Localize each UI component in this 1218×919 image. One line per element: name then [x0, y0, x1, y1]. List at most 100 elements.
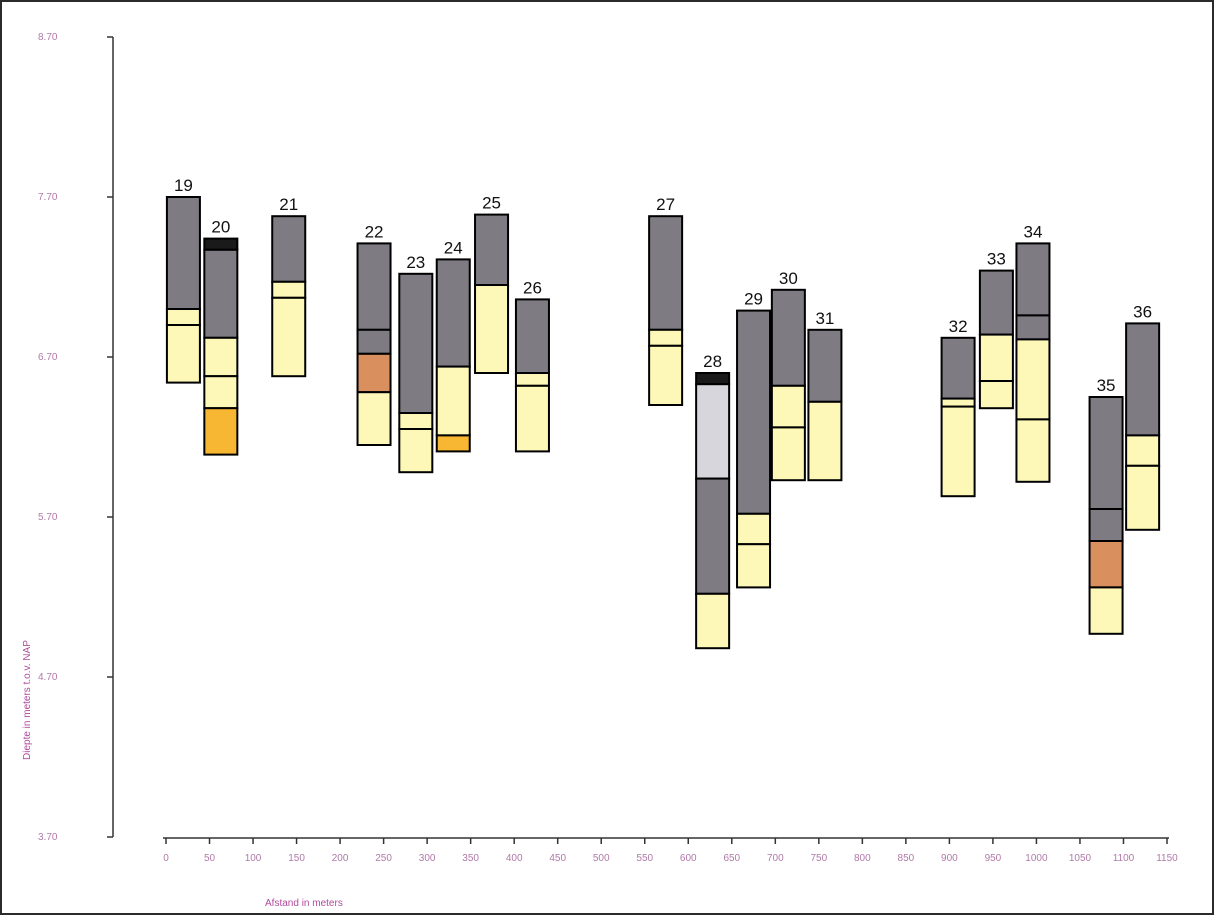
x-tick-label: 850 [898, 853, 915, 864]
core-label: 35 [1097, 376, 1116, 395]
core-label: 32 [949, 317, 968, 336]
core-layer [770, 384, 806, 429]
core-layer [435, 365, 471, 437]
core-layer [978, 380, 1014, 410]
core-label: 36 [1133, 302, 1152, 321]
core-layer [736, 309, 772, 515]
core-layer [940, 336, 976, 400]
core-label: 30 [779, 269, 798, 288]
core-layer [271, 215, 307, 283]
core-layer [165, 308, 201, 326]
core-label: 33 [987, 250, 1006, 269]
core-label: 22 [365, 222, 384, 241]
core-layer [978, 269, 1014, 336]
core-layer [770, 426, 806, 482]
core-layer [1015, 338, 1051, 421]
core-column: 31 [807, 309, 843, 482]
x-tick-label: 400 [506, 853, 523, 864]
x-tick-label: 700 [767, 853, 784, 864]
x-tick-label: 100 [245, 853, 262, 864]
core-label: 20 [211, 218, 230, 237]
core-layer [271, 296, 307, 378]
core-label: 26 [523, 278, 542, 297]
core-column: 32 [940, 317, 976, 498]
core-layer [165, 324, 201, 384]
core-layer [398, 428, 434, 474]
core-column: 35 [1088, 376, 1124, 635]
x-tick-label: 250 [375, 853, 392, 864]
core-layer [648, 215, 684, 331]
core-label: 19 [174, 176, 193, 195]
core-label: 24 [444, 238, 463, 257]
x-tick-label: 200 [332, 853, 349, 864]
core-layer [695, 383, 731, 480]
y-tick-label: 8.70 [38, 32, 58, 43]
core-layer [203, 336, 239, 378]
x-tick-label: 1100 [1113, 853, 1135, 864]
core-layer [474, 284, 510, 374]
y-tick-label: 3.70 [38, 832, 58, 843]
x-tick-label: 600 [680, 853, 697, 864]
x-tick-label: 500 [593, 853, 610, 864]
core-layer [770, 288, 806, 387]
core-label: 29 [744, 290, 763, 309]
x-tick-label: 950 [985, 853, 1002, 864]
core-column: 21 [271, 195, 307, 378]
core-label: 28 [703, 352, 722, 371]
core-layer [1015, 242, 1051, 317]
core-layer [940, 397, 976, 408]
core-column: 25 [474, 194, 510, 374]
x-tick-label: 750 [810, 853, 827, 864]
core-column: 28 [695, 352, 731, 650]
core-layer [807, 400, 843, 482]
core-column: 34 [1015, 222, 1051, 483]
x-axis-title: Afstand in meters [265, 898, 343, 909]
core-layer [398, 412, 434, 430]
core-column: 22 [356, 222, 392, 447]
x-tick-label: 350 [462, 853, 479, 864]
core-layer [1015, 418, 1051, 483]
core-layer [435, 258, 471, 368]
core-label: 34 [1023, 222, 1042, 241]
core-layer [356, 242, 392, 331]
core-layer [514, 384, 550, 453]
core-layer [978, 333, 1014, 383]
core-layer [648, 344, 684, 406]
core-layer [1125, 322, 1161, 437]
x-tick-label: 0 [163, 853, 169, 864]
x-tick-label: 550 [636, 853, 653, 864]
core-layer [1125, 464, 1161, 531]
core-layer [1088, 396, 1124, 510]
x-tick-label: 1050 [1069, 853, 1092, 864]
core-layer [1088, 540, 1124, 589]
core-layer [1088, 586, 1124, 635]
core-layer [203, 248, 239, 339]
y-axis-title: Diepte in meters t.o.v. NAP [22, 640, 33, 760]
core-layer [203, 375, 239, 410]
x-tick-label: 900 [941, 853, 958, 864]
core-label: 25 [482, 194, 501, 213]
core-column: 20 [203, 218, 239, 456]
core-layer [356, 391, 392, 447]
core-column: 36 [1125, 302, 1161, 531]
core-layer [165, 196, 201, 310]
y-tick-label: 5.70 [38, 512, 58, 523]
x-tick-label: 650 [723, 853, 740, 864]
core-label: 21 [279, 195, 298, 214]
core-layer [695, 372, 731, 386]
core-layer [1088, 508, 1124, 542]
y-tick-label: 7.70 [38, 192, 58, 203]
y-tick-label: 6.70 [38, 352, 58, 363]
core-label: 23 [406, 253, 425, 272]
core-column: 26 [514, 278, 550, 453]
core-column: 24 [435, 238, 471, 453]
core-layer [1125, 434, 1161, 467]
core-layer [271, 280, 307, 299]
core-layer [1015, 314, 1051, 341]
core-layer [514, 298, 550, 374]
core-layer [203, 407, 239, 456]
core-layer [695, 592, 731, 650]
core-layer [514, 372, 550, 387]
core-layer [736, 512, 772, 546]
